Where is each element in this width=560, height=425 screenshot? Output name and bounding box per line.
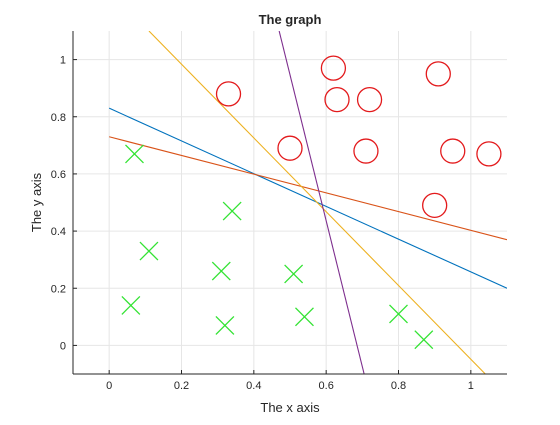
x-tick-label: 0.4 — [246, 380, 261, 392]
points-layer — [121, 55, 502, 350]
cross-point — [125, 144, 144, 164]
cross-point — [139, 241, 159, 261]
cross-stroke — [414, 330, 434, 350]
x-tick-label: 0.6 — [319, 380, 334, 392]
separator-line-4 — [278, 31, 365, 374]
cross-stroke — [284, 264, 304, 284]
cross-stroke — [121, 295, 141, 315]
circle-point — [320, 55, 347, 81]
circle-point — [440, 138, 466, 164]
circle-point — [215, 81, 242, 107]
circle-point — [353, 138, 379, 164]
cross-stroke — [211, 261, 231, 281]
x-tick-label: 0.8 — [391, 380, 406, 392]
circle-point — [476, 141, 502, 167]
x-tick-label: 1 — [468, 380, 474, 392]
x-axis-label: The x axis — [260, 400, 320, 415]
y-axis-label: The y axis — [29, 172, 44, 232]
cross-point — [284, 264, 304, 284]
labels-layer: The graph The x axis The y axis — [29, 12, 321, 415]
axes-layer: 0 0.2 0.4 0.6 0.8 1 0 0.2 0.4 0.6 0.8 1 — [51, 31, 507, 392]
y-tick-label: 0.2 — [51, 283, 66, 295]
cross-stroke — [215, 315, 235, 335]
lines-layer — [108, 31, 507, 374]
x-tick-label: 0 — [106, 380, 112, 392]
chart-title: The graph — [259, 12, 322, 27]
cross-stroke — [295, 307, 314, 327]
cross-point — [121, 295, 141, 315]
cross-stroke — [222, 201, 242, 221]
cross-point — [211, 261, 231, 281]
separator-line-1 — [108, 107, 507, 289]
circle-point — [356, 86, 383, 113]
cross-point — [295, 307, 314, 327]
plot-background — [73, 31, 507, 374]
circle-point — [277, 135, 303, 161]
cross-point — [222, 201, 242, 221]
separator-line-3 — [148, 31, 486, 374]
cross-point — [215, 315, 235, 335]
grid-layer — [73, 31, 507, 374]
y-tick-label: 1 — [60, 55, 66, 67]
y-tick-label: 0.4 — [51, 226, 66, 238]
x-tick-label: 0.2 — [174, 380, 189, 392]
y-tick-label: 0.8 — [51, 112, 66, 124]
cross-stroke — [139, 241, 159, 261]
cross-stroke — [389, 304, 408, 324]
y-tick-label: 0 — [60, 340, 66, 352]
circle-point — [324, 86, 350, 113]
cross-point — [414, 330, 434, 350]
circle-point — [425, 61, 451, 87]
cross-point — [389, 304, 408, 324]
separator-line-2 — [109, 136, 507, 241]
cross-stroke — [125, 144, 144, 164]
y-tick-label: 0.6 — [51, 169, 66, 181]
circle-point — [422, 192, 448, 219]
